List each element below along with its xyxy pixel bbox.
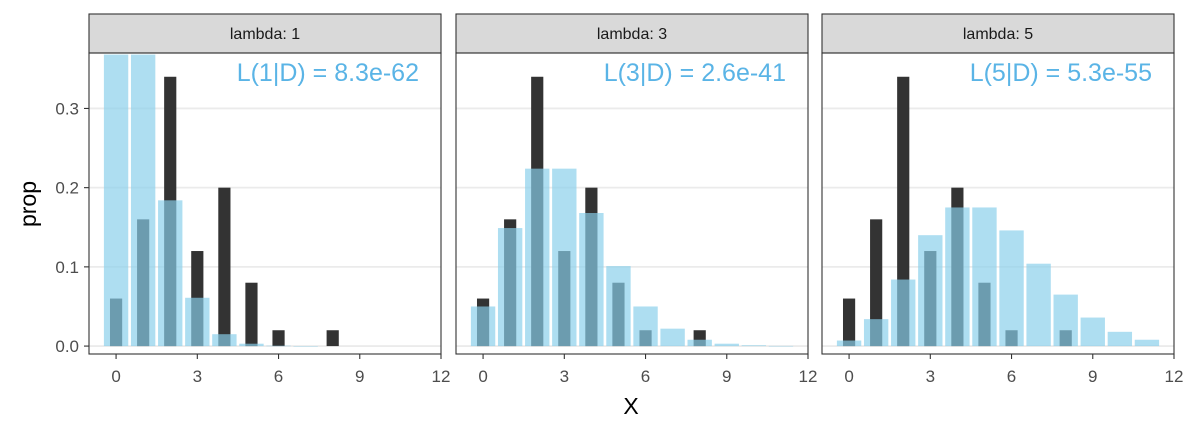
panel-border [455,52,809,355]
x-tick-label: 3 [560,367,569,386]
poisson-bar [714,343,739,347]
poisson-bar [185,297,210,347]
facet-strip-label: lambda: 1 [230,26,300,43]
x-tick-label: 6 [641,367,650,386]
x-tick-label: 3 [193,367,202,386]
facet-panel-1: lambda: 1 L(1|D) = 8.3e-62 0 3 6 9 12 [88,13,451,386]
observed-bar [326,330,339,347]
poisson-bar [579,213,604,347]
y-axis: 0.0 0.1 0.2 0.3 [55,99,89,356]
facet-strip [88,13,442,54]
x-tick-label: 6 [274,367,283,386]
observed-bar [245,282,258,347]
poisson-bar [660,328,685,347]
x-tick-label: 0 [844,367,853,386]
poisson-bar [130,54,156,347]
poisson-bar [470,306,496,347]
poisson-bar [1107,331,1133,347]
poisson-bar [863,319,889,347]
y-tick-label: 0.3 [55,99,79,118]
likelihood-annotation: L(3|D) = 2.6e-41 [604,59,786,87]
poisson-bar [103,54,129,347]
facet-strip-label: lambda: 3 [597,26,667,43]
observed-bar [218,187,231,347]
x-tick-label: 9 [1088,367,1097,386]
poisson-bar [687,339,712,347]
poisson-bar [266,345,291,347]
poisson-bar [633,306,658,347]
x-tick-label: 12 [432,367,451,386]
x-tick-label: 12 [1165,367,1184,386]
poisson-bar [158,200,183,347]
likelihood-annotation: L(5|D) = 5.3e-55 [970,59,1152,87]
poisson-bar [918,235,943,347]
poisson-bar [1134,339,1160,347]
y-axis-title: prop [15,181,41,227]
poisson-bar [212,334,237,347]
y-tick-label: 0.0 [55,337,79,356]
facet-strip-label: lambda: 5 [963,26,1033,43]
poisson-bar [525,168,550,347]
panel-border [821,52,1175,355]
poisson-bar [552,168,577,347]
likelihood-annotation: L(1|D) = 8.3e-62 [237,59,419,87]
y-tick-label: 0.1 [55,258,79,277]
panel-border [88,52,442,355]
facet-strip [455,13,809,54]
facet-panel-3: lambda: 5 L(5|D) = 5.3e-55 0 3 6 9 12 [821,13,1184,386]
poisson-bar [836,340,862,347]
x-tick-label: 9 [355,367,364,386]
facet-strip [821,13,1175,54]
poisson-bar [239,343,264,347]
observed-bar [870,219,883,347]
poisson-bar [293,345,318,347]
poisson-bar [1026,263,1051,347]
poisson-bar [606,266,631,347]
x-tick-label: 9 [722,367,731,386]
x-axis-title: X [623,393,638,419]
poisson-bar [1080,317,1105,347]
poisson-bar [891,279,916,347]
x-tick-label: 0 [111,367,120,386]
x-tick-label: 12 [799,367,818,386]
poisson-bar [1053,294,1078,347]
observed-bar [897,76,910,347]
poisson-bar [999,230,1024,347]
poisson-bar [945,207,970,347]
x-tick-label: 6 [1007,367,1016,386]
x-tick-label: 0 [478,367,487,386]
observed-bar [842,298,856,347]
poisson-bar [497,228,523,347]
y-tick-label: 0.2 [55,179,79,198]
poisson-bar [972,207,997,347]
poisson-bar [741,345,767,347]
facet-panel-2: lambda: 3 L(3|D) = 2.6e-41 0 3 6 9 12 [455,13,818,386]
x-tick-label: 3 [926,367,935,386]
poisson-bar [768,345,794,347]
observed-bar [272,330,285,347]
